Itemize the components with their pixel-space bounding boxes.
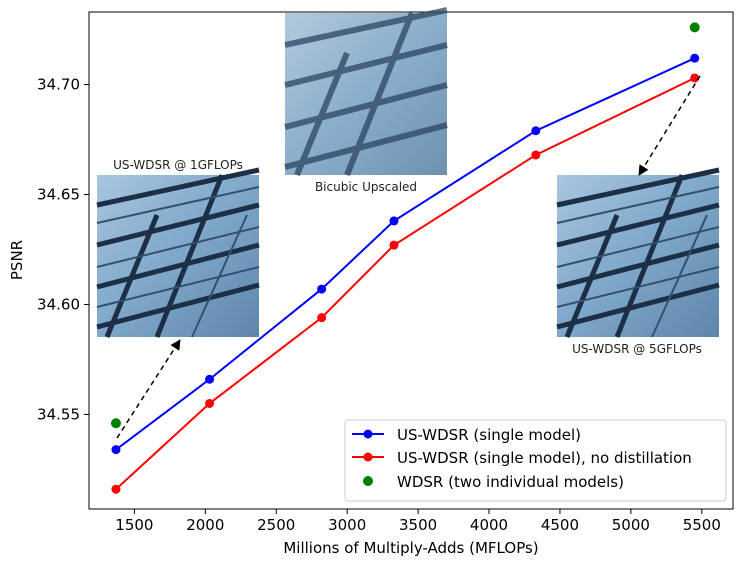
y-tick-label: 34.65 bbox=[37, 186, 80, 204]
legend-entry-two-models: WDSR (two individual models) bbox=[363, 473, 624, 491]
x-tick-label: 4500 bbox=[541, 516, 579, 534]
inset-bicubic-label: Bicubic Upscaled bbox=[315, 180, 417, 194]
y-tick-label: 34.55 bbox=[37, 405, 80, 423]
x-tick-label: 4000 bbox=[470, 516, 508, 534]
legend-entry-single-model: US-WDSR (single model) bbox=[352, 426, 581, 444]
data-point bbox=[689, 22, 700, 33]
svg-text:WDSR (two individual models): WDSR (two individual models) bbox=[397, 473, 624, 491]
data-point bbox=[205, 398, 215, 408]
legend: US-WDSR (single model) US-WDSR (single m… bbox=[344, 419, 727, 502]
x-tick-label: 5500 bbox=[683, 516, 721, 534]
series-2 bbox=[110, 22, 700, 429]
legend-entry-no-distillation: US-WDSR (single model), no distillation bbox=[352, 449, 692, 467]
inset-5gflops-label: US-WDSR @ 5GFLOPs bbox=[572, 342, 702, 356]
data-point bbox=[389, 240, 399, 250]
data-point bbox=[690, 53, 700, 63]
x-tick-label: 1500 bbox=[115, 516, 153, 534]
arrow-to-5gflops bbox=[638, 75, 701, 176]
data-point bbox=[110, 418, 121, 429]
y-axis-title: PSNR bbox=[8, 240, 26, 280]
x-tick-label: 2500 bbox=[257, 516, 295, 534]
series-0 bbox=[111, 53, 700, 455]
data-point bbox=[389, 216, 399, 226]
data-point bbox=[205, 374, 215, 384]
series-line-0 bbox=[115, 57, 696, 451]
data-point bbox=[531, 126, 541, 136]
x-tick-label: 3500 bbox=[399, 516, 437, 534]
inset-5gflops: US-WDSR @ 5GFLOPs bbox=[557, 170, 719, 356]
data-point bbox=[317, 284, 327, 294]
arrow-to-1gflops bbox=[116, 339, 181, 439]
inset-1gflops: US-WDSR @ 1GFLOPs bbox=[97, 158, 259, 337]
svg-text:US-WDSR (single model), no dis: US-WDSR (single model), no distillation bbox=[397, 449, 692, 467]
x-tick-label: 2000 bbox=[186, 516, 224, 534]
inset-1gflops-label: US-WDSR @ 1GFLOPs bbox=[113, 158, 243, 172]
data-point bbox=[111, 484, 121, 494]
svg-text:US-WDSR (single model): US-WDSR (single model) bbox=[397, 426, 581, 444]
x-axis-title: Millions of Multiply-Adds (MFLOPs) bbox=[283, 539, 538, 557]
series-1 bbox=[111, 73, 700, 494]
y-tick-label: 34.60 bbox=[37, 295, 80, 313]
data-point bbox=[317, 313, 327, 323]
data-point bbox=[690, 73, 700, 83]
series-line-1 bbox=[115, 77, 696, 490]
y-tick-label: 34.70 bbox=[37, 76, 80, 94]
data-point bbox=[531, 150, 541, 160]
x-tick-label: 5000 bbox=[612, 516, 650, 534]
inset-bicubic: Bicubic Upscaled bbox=[284, 7, 448, 194]
x-tick-label: 3000 bbox=[328, 516, 366, 534]
data-point bbox=[111, 445, 121, 455]
